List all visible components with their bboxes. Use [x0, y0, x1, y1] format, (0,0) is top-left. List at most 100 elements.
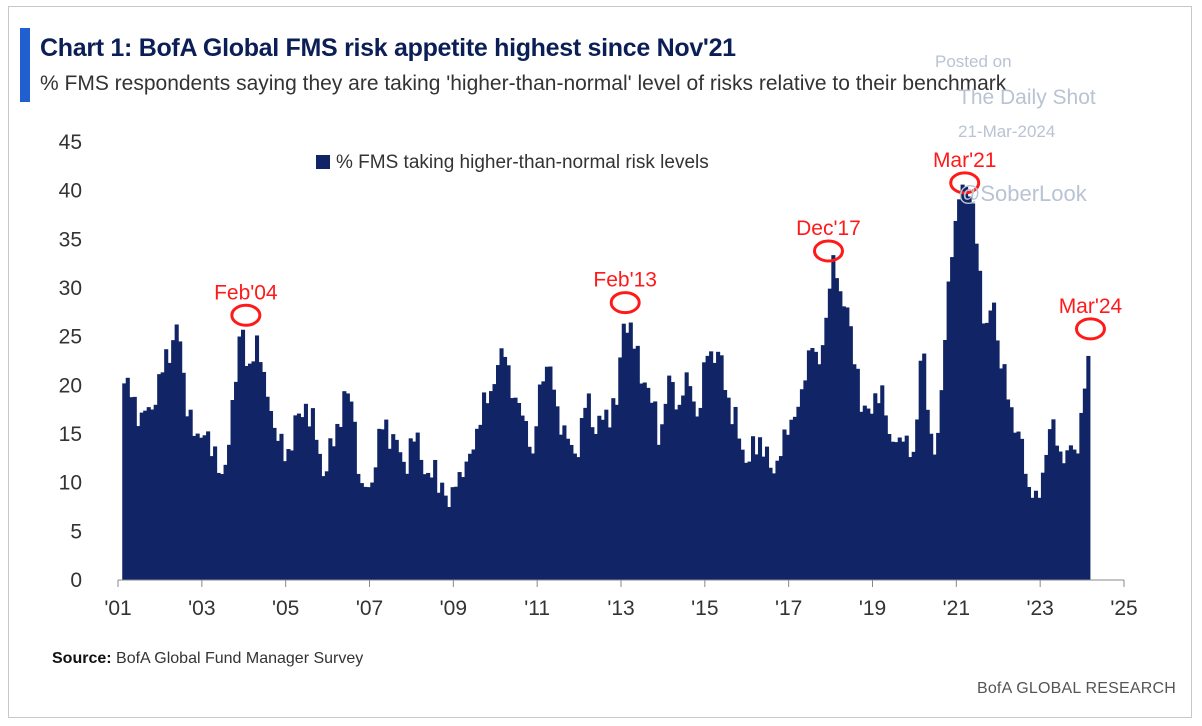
bar [541, 381, 546, 580]
bar [988, 310, 993, 580]
bar [551, 389, 556, 580]
bar [174, 324, 179, 580]
bar [709, 351, 714, 580]
annotation-label: Mar'24 [1059, 295, 1123, 318]
bar [181, 372, 186, 580]
bar [660, 424, 665, 580]
bar [338, 426, 343, 580]
bar [275, 440, 281, 580]
bar [618, 357, 623, 580]
bar [593, 434, 598, 580]
bar [628, 322, 633, 580]
annotation-label: Dec'17 [796, 217, 861, 240]
bar [761, 456, 766, 580]
bar [939, 390, 944, 580]
legend-swatch [316, 155, 330, 169]
bar [558, 434, 563, 580]
bar [649, 402, 654, 580]
bar [485, 403, 490, 580]
bar [394, 439, 399, 580]
bar [1079, 412, 1084, 580]
bar [380, 429, 385, 580]
bar [220, 474, 225, 580]
x-tick-label: '23 [1026, 597, 1053, 620]
bar [1033, 490, 1039, 580]
bar [359, 483, 364, 580]
bar [457, 472, 462, 580]
bar [160, 372, 165, 580]
watermark-site: The Daily Shot [958, 86, 1096, 109]
bar [604, 409, 609, 580]
bar [848, 326, 853, 580]
bar [471, 449, 476, 580]
bar [744, 462, 749, 580]
bar [674, 409, 679, 580]
bar [957, 199, 962, 580]
bar [677, 404, 682, 580]
bar [876, 403, 881, 580]
bar [642, 382, 647, 580]
source-label: Source: [52, 650, 112, 667]
bar [757, 437, 763, 580]
brand-footer: BofA GLOBAL RESEARCH [976, 680, 1176, 697]
bar [391, 434, 396, 580]
bar [691, 401, 696, 580]
bar [492, 384, 497, 580]
bar [1030, 497, 1035, 580]
bar [164, 349, 169, 580]
bar [740, 449, 745, 580]
bar [1058, 451, 1063, 580]
bar [799, 389, 804, 580]
bar [943, 340, 948, 580]
x-tick-label: '25 [1110, 597, 1137, 620]
bar [950, 257, 955, 580]
bar [254, 335, 260, 580]
bar [502, 356, 508, 580]
bar [412, 441, 417, 580]
x-tick-label: '09 [440, 597, 467, 620]
bar [845, 307, 850, 580]
bar [778, 456, 784, 580]
bar [125, 377, 130, 580]
bar [178, 341, 183, 580]
bar [499, 348, 504, 580]
bar [820, 345, 825, 580]
bar [859, 411, 864, 580]
bar [534, 426, 539, 580]
x-axis: '01 '03 '05 '07 '09 '11 '13 '15 '17 '19 '21 '23 '25 [104, 579, 1138, 620]
bar [468, 453, 473, 580]
bar [213, 446, 218, 580]
bar [904, 435, 909, 580]
bar [750, 436, 756, 580]
bar [929, 433, 934, 580]
bar [289, 450, 295, 580]
bar [562, 425, 567, 580]
x-tick-label: '03 [188, 597, 215, 620]
bar [199, 437, 204, 580]
bar [611, 398, 616, 580]
bar [415, 432, 420, 580]
bar [216, 472, 221, 580]
bar [702, 362, 707, 580]
bar [345, 393, 350, 580]
bar [985, 322, 990, 580]
y-tick-label: 45 [59, 131, 82, 154]
x-tick-label: '07 [356, 597, 383, 620]
bar [258, 362, 263, 580]
bar [747, 461, 752, 580]
y-tick-label: 10 [59, 472, 82, 495]
bar [544, 366, 549, 580]
watermark-posted: Posted on [935, 52, 1012, 71]
bar [726, 397, 731, 580]
bar [230, 399, 235, 580]
bar [789, 419, 794, 580]
bar [478, 424, 483, 580]
bar [1026, 486, 1032, 580]
bar [1002, 364, 1007, 580]
bar [192, 435, 197, 580]
bar [401, 461, 406, 580]
bar [841, 306, 846, 580]
bar [1054, 445, 1059, 580]
bar [978, 270, 983, 580]
